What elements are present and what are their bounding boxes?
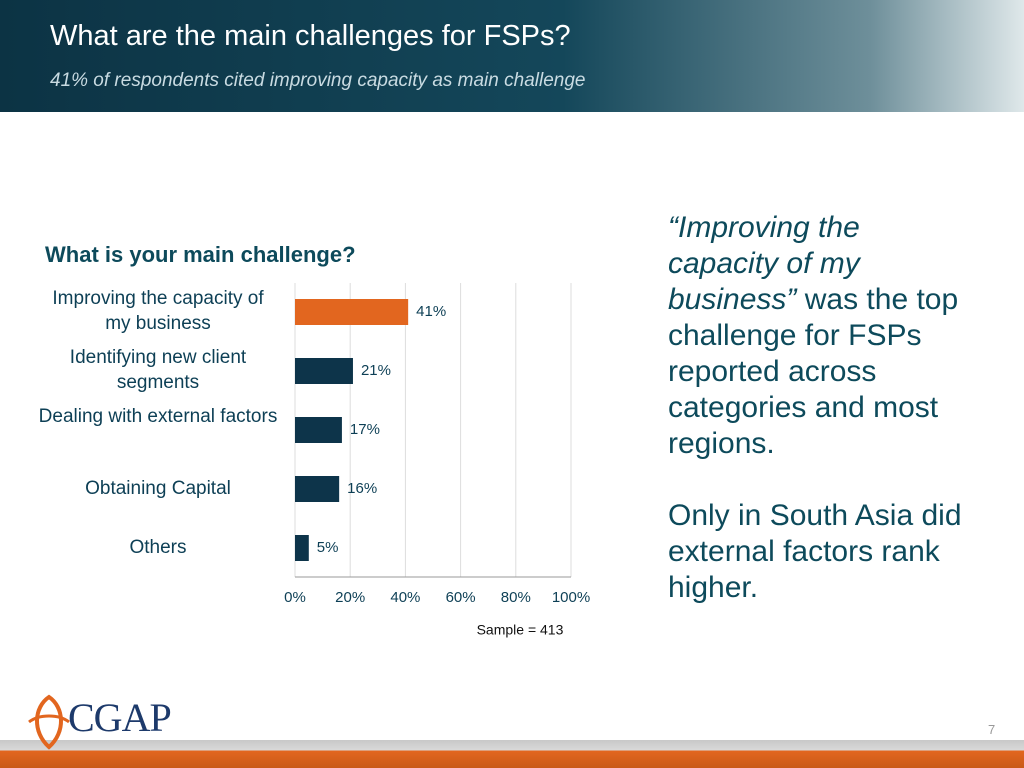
bar [295, 358, 353, 384]
value-label: 16% [347, 480, 377, 497]
callout-paragraph: Only in South Asia did external factors … [668, 498, 968, 606]
value-label: 17% [350, 421, 380, 438]
callout-emphasis: “Improving the capacity of my business” [668, 211, 860, 316]
category-label: Obtaining Capital [85, 478, 231, 499]
logo-icon [28, 694, 70, 750]
callout-text: Only in South Asia did external factors … [668, 499, 962, 604]
x-tick-label: 60% [446, 589, 476, 606]
chart-title: What is your main challenge? [45, 242, 356, 267]
x-tick-label: 80% [501, 589, 531, 606]
x-tick-label: 20% [335, 589, 365, 606]
category-label: Identifying new client segments [69, 347, 247, 393]
slide-title: What are the main challenges for FSPs? [50, 20, 571, 52]
category-label: Improving the capacity of my business [52, 288, 264, 334]
value-label: 41% [416, 303, 446, 320]
note: Sample = 413 [477, 622, 564, 638]
value-label: 5% [317, 539, 339, 556]
value-label: 21% [361, 362, 391, 379]
callout-text: was the top challenge for FSPs reported … [668, 283, 959, 460]
header-band [0, 0, 1024, 112]
footer-band [0, 740, 1024, 768]
page-number: 7 [988, 722, 996, 737]
logo: CGAP [68, 695, 172, 740]
slide-subtitle: 41% of respondents cited improving capac… [50, 70, 586, 91]
bar [295, 299, 409, 325]
bar [295, 417, 342, 443]
callout-paragraph: “Improving the capacity of my business” … [668, 210, 968, 462]
x-tick-label: 0% [284, 589, 306, 606]
x-tick-label: 40% [390, 589, 420, 606]
category-label: Dealing with external factors [38, 406, 278, 427]
bar [295, 535, 309, 561]
bar [295, 476, 340, 502]
x-tick-label: 100% [552, 589, 590, 606]
callout: “Improving the capacity of my business” … [668, 210, 968, 642]
category-label: Others [129, 537, 187, 558]
